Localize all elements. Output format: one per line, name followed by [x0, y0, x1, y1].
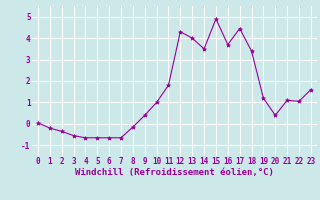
X-axis label: Windchill (Refroidissement éolien,°C): Windchill (Refroidissement éolien,°C)	[75, 168, 274, 177]
